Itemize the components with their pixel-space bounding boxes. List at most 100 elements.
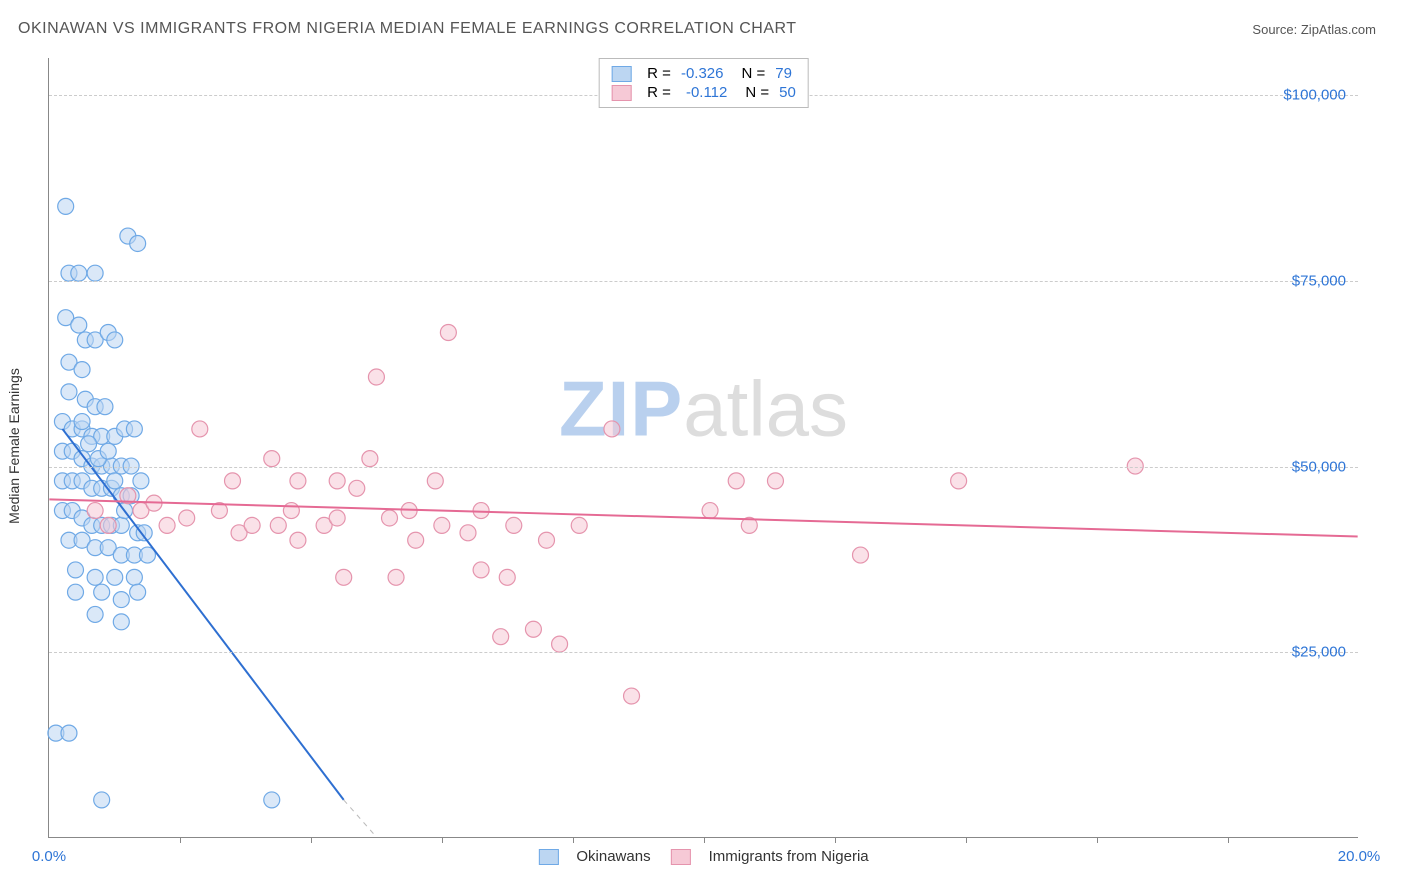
data-point bbox=[368, 369, 384, 385]
data-point bbox=[571, 517, 587, 533]
data-point bbox=[192, 421, 208, 437]
data-point bbox=[68, 562, 84, 578]
swatch-nigeria bbox=[611, 85, 631, 101]
r-label-2: R = bbox=[647, 84, 671, 101]
data-point bbox=[506, 517, 522, 533]
y-tick-label: $75,000 bbox=[1292, 272, 1346, 289]
stats-legend: R = -0.326 N = 79 R = -0.112 N = 50 bbox=[598, 58, 809, 108]
plot-area: ZIPatlas R = -0.326 N = 79 R = -0.112 N … bbox=[48, 58, 1358, 838]
data-point bbox=[382, 510, 398, 526]
y-tick-label: $50,000 bbox=[1292, 458, 1346, 475]
data-point bbox=[460, 525, 476, 541]
data-point bbox=[440, 325, 456, 341]
data-point bbox=[853, 547, 869, 563]
y-tick-label: $25,000 bbox=[1292, 644, 1346, 661]
legend-label-nigeria: Immigrants from Nigeria bbox=[709, 848, 869, 865]
data-point bbox=[100, 517, 116, 533]
x-tick bbox=[442, 837, 443, 843]
data-point bbox=[604, 421, 620, 437]
data-point bbox=[113, 614, 129, 630]
data-point bbox=[159, 517, 175, 533]
data-point bbox=[94, 584, 110, 600]
data-point bbox=[264, 792, 280, 808]
scatter-svg bbox=[49, 58, 1358, 837]
swatch-okinawans bbox=[611, 66, 631, 82]
data-point bbox=[362, 451, 378, 467]
x-tick-label: 0.0% bbox=[32, 848, 66, 865]
data-point bbox=[349, 480, 365, 496]
data-point bbox=[179, 510, 195, 526]
legend-item-nigeria: Immigrants from Nigeria bbox=[671, 848, 869, 865]
data-point bbox=[68, 584, 84, 600]
data-point bbox=[427, 473, 443, 489]
data-point bbox=[336, 569, 352, 585]
data-point bbox=[728, 473, 744, 489]
data-point bbox=[107, 473, 123, 489]
data-point bbox=[71, 317, 87, 333]
gridline bbox=[49, 652, 1358, 653]
data-point bbox=[61, 384, 77, 400]
data-point bbox=[71, 265, 87, 281]
gridline bbox=[49, 281, 1358, 282]
swatch-okinawans-2 bbox=[538, 849, 558, 865]
data-point bbox=[130, 584, 146, 600]
x-tick bbox=[180, 837, 181, 843]
source-name: ZipAtlas.com bbox=[1301, 22, 1376, 37]
swatch-nigeria-2 bbox=[671, 849, 691, 865]
n-value-1: 79 bbox=[775, 65, 792, 82]
y-axis-label: Median Female Earnings bbox=[6, 368, 22, 524]
x-tick bbox=[835, 837, 836, 843]
trend-line-extrapolated bbox=[344, 800, 377, 837]
r-value-2: -0.112 bbox=[686, 84, 727, 101]
chart-title: OKINAWAN VS IMMIGRANTS FROM NIGERIA MEDI… bbox=[18, 20, 797, 38]
data-point bbox=[493, 629, 509, 645]
data-point bbox=[74, 414, 90, 430]
data-point bbox=[58, 198, 74, 214]
data-point bbox=[87, 569, 103, 585]
data-point bbox=[408, 532, 424, 548]
x-tick bbox=[1228, 837, 1229, 843]
data-point bbox=[94, 792, 110, 808]
data-point bbox=[624, 688, 640, 704]
data-point bbox=[97, 399, 113, 415]
x-tick-label: 20.0% bbox=[1338, 848, 1381, 865]
data-point bbox=[126, 421, 142, 437]
data-point bbox=[225, 473, 241, 489]
data-point bbox=[133, 473, 149, 489]
data-point bbox=[283, 503, 299, 519]
legend-item-okinawans: Okinawans bbox=[538, 848, 650, 865]
data-point bbox=[329, 510, 345, 526]
x-tick bbox=[704, 837, 705, 843]
stats-legend-row-2: R = -0.112 N = 50 bbox=[611, 84, 796, 101]
data-point bbox=[81, 436, 97, 452]
x-tick bbox=[966, 837, 967, 843]
data-point bbox=[702, 503, 718, 519]
data-point bbox=[107, 332, 123, 348]
data-point bbox=[270, 517, 286, 533]
data-point bbox=[74, 362, 90, 378]
legend-label-okinawans: Okinawans bbox=[576, 848, 650, 865]
gridline bbox=[49, 467, 1358, 468]
data-point bbox=[525, 621, 541, 637]
source-citation: Source: ZipAtlas.com bbox=[1252, 22, 1376, 37]
y-tick-label: $100,000 bbox=[1283, 87, 1346, 104]
x-tick bbox=[1097, 837, 1098, 843]
data-point bbox=[100, 443, 116, 459]
x-tick bbox=[573, 837, 574, 843]
data-point bbox=[264, 451, 280, 467]
data-point bbox=[552, 636, 568, 652]
data-point bbox=[290, 532, 306, 548]
data-point bbox=[61, 725, 77, 741]
data-point bbox=[473, 562, 489, 578]
n-value-2: 50 bbox=[779, 84, 796, 101]
data-point bbox=[499, 569, 515, 585]
data-point bbox=[130, 235, 146, 251]
data-point bbox=[388, 569, 404, 585]
data-point bbox=[329, 473, 345, 489]
series-legend: Okinawans Immigrants from Nigeria bbox=[538, 848, 868, 865]
data-point bbox=[113, 592, 129, 608]
data-point bbox=[767, 473, 783, 489]
source-label: Source: bbox=[1252, 22, 1297, 37]
data-point bbox=[87, 606, 103, 622]
n-label-2: N = bbox=[745, 84, 769, 101]
